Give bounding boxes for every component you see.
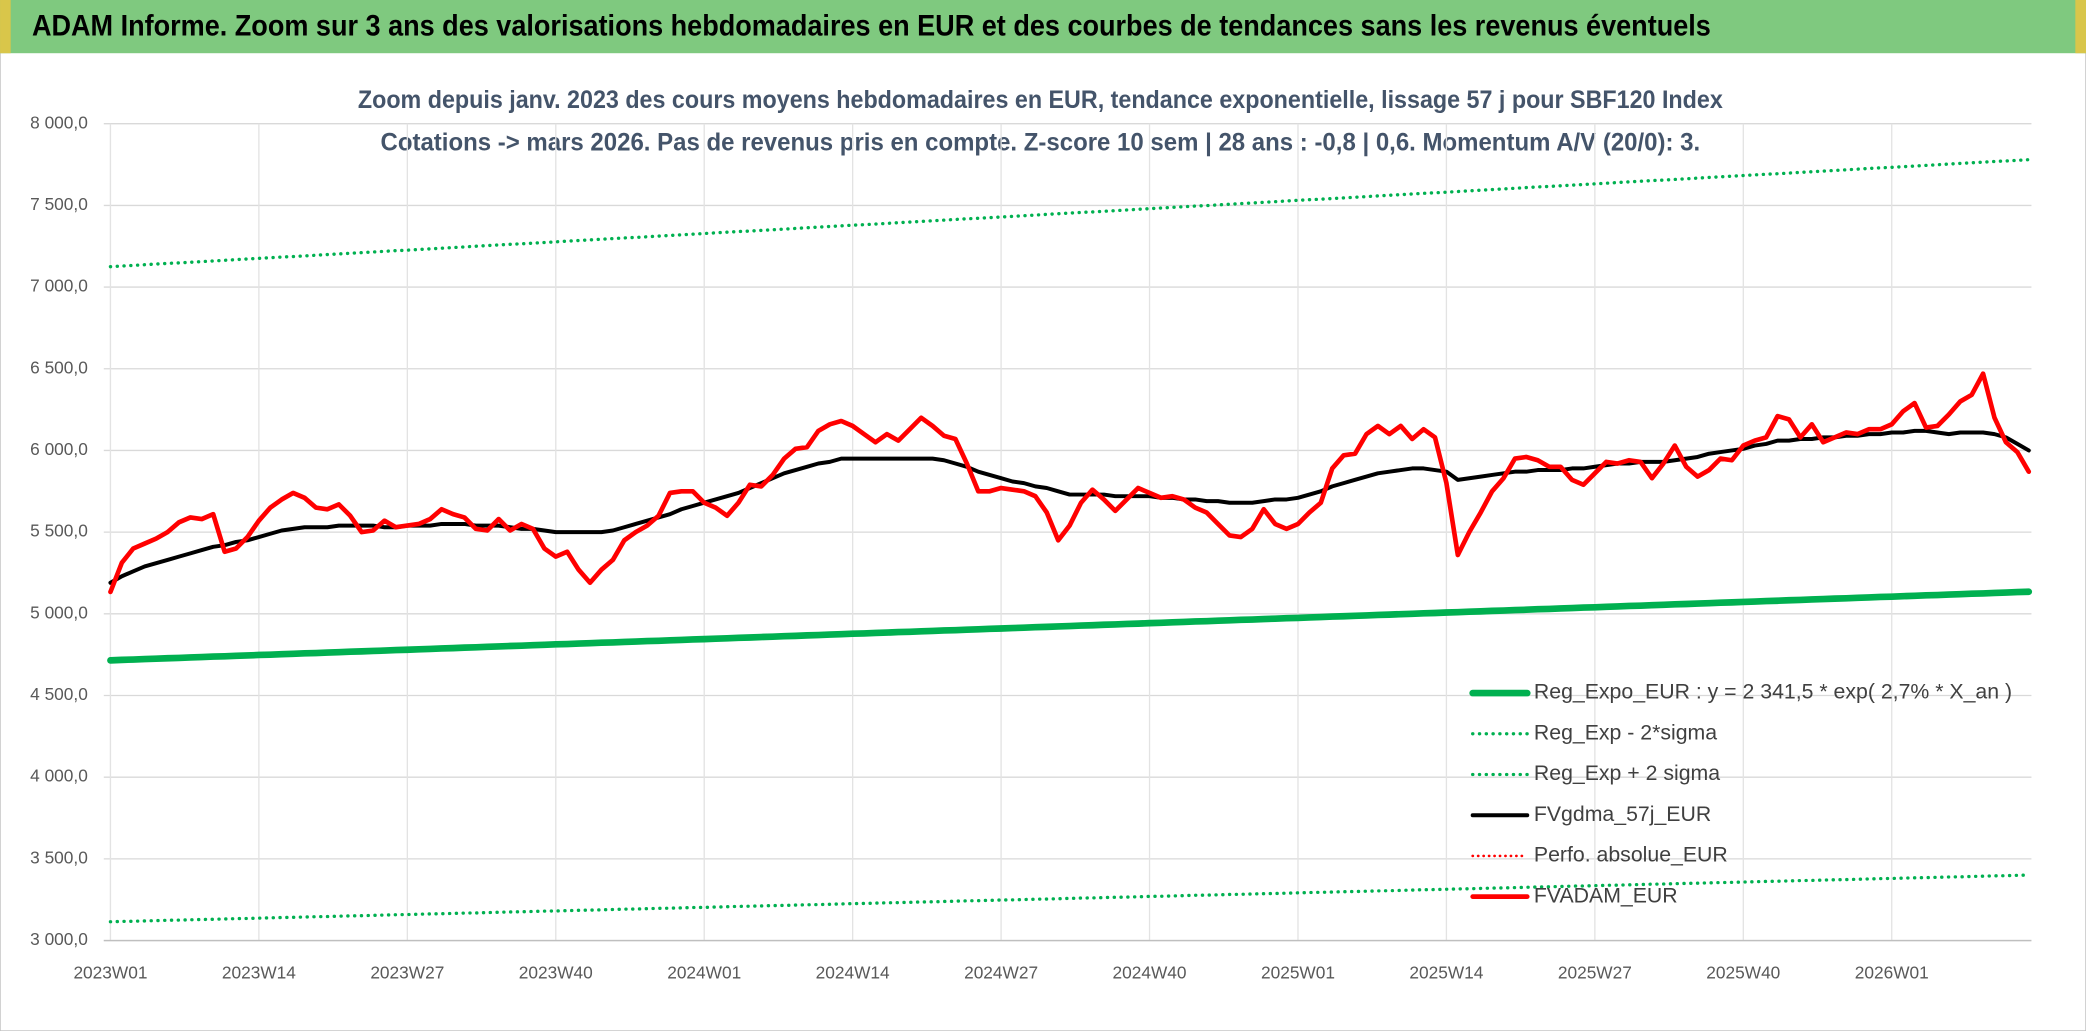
legend-label: Perfo. absolue_EUR xyxy=(1534,843,1728,867)
banner-corner xyxy=(0,0,11,54)
y-tick-label: 6 000,0 xyxy=(30,439,88,459)
legend: Reg_Expo_EUR : y = 2 341,5 * exp( 2,7% *… xyxy=(1469,680,2012,907)
y-tick-label: 5 500,0 xyxy=(30,521,88,541)
x-tick-label: 2024W14 xyxy=(816,962,890,982)
series-line xyxy=(108,371,2032,595)
banner-title: ADAM Informe. Zoom sur 3 ans des valoris… xyxy=(32,11,1711,43)
x-tick-label: 2023W14 xyxy=(222,962,296,982)
y-tick-label: 3 000,0 xyxy=(30,929,88,949)
x-tick-label: 2024W27 xyxy=(964,962,1038,982)
y-tick-label: 7 500,0 xyxy=(30,194,88,214)
x-tick-label: 2023W27 xyxy=(370,962,444,982)
x-tick-label: 2025W27 xyxy=(1558,962,1632,982)
y-tick-label: 7 000,0 xyxy=(30,276,88,296)
x-tick-label: 2025W14 xyxy=(1409,962,1483,982)
plot-area xyxy=(107,158,2033,924)
chart-subtitle: Cotations -> mars 2026. Pas de revenus p… xyxy=(380,128,1700,156)
y-tick-label: 3 500,0 xyxy=(30,847,88,867)
x-tick-label: 2024W01 xyxy=(667,962,741,982)
x-tick-label: 2025W01 xyxy=(1261,962,1335,982)
legend-label: Reg_Expo_EUR : y = 2 341,5 * exp( 2,7% *… xyxy=(1534,680,2012,704)
banner-bar xyxy=(0,0,2086,54)
legend-label: Reg_Exp + 2 sigma xyxy=(1534,761,1720,785)
x-tick-label: 2023W40 xyxy=(519,962,593,982)
y-tick-label: 5 000,0 xyxy=(30,602,88,622)
y-tick-label: 4 500,0 xyxy=(30,684,88,704)
legend-label: FVgdma_57j_EUR xyxy=(1534,802,1711,826)
series-line xyxy=(108,873,2031,924)
x-tick-label: 2025W40 xyxy=(1706,962,1780,982)
banner-corner xyxy=(2075,0,2086,54)
series-line xyxy=(108,158,2031,269)
y-tick-label: 4 000,0 xyxy=(30,766,88,786)
chart-title: Zoom depuis janv. 2023 des cours moyens … xyxy=(358,86,1723,114)
series-line xyxy=(107,588,2033,664)
x-tick-label: 2026W01 xyxy=(1855,962,1929,982)
legend-label: FVADAM_EUR xyxy=(1534,883,1678,907)
series-line xyxy=(108,428,2031,585)
y-tick-label: 6 500,0 xyxy=(30,357,88,377)
y-tick-label: 8 000,0 xyxy=(30,112,88,132)
legend-label: Reg_Exp - 2*sigma xyxy=(1534,720,1717,744)
x-tick-label: 2023W01 xyxy=(73,962,147,982)
x-tick-label: 2024W40 xyxy=(1113,962,1187,982)
